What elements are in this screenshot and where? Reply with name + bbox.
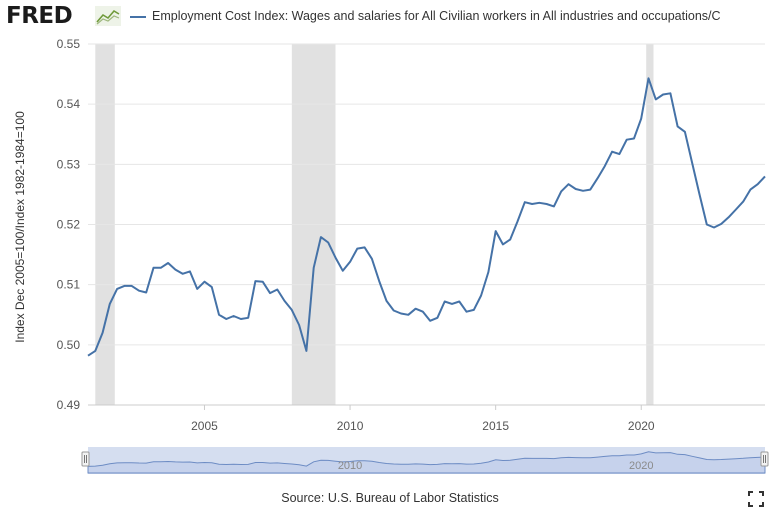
y-tick-label: 0.49 [57,398,81,412]
y-axis-label: Index Dec 2005=100/Index 1982-1984=100 [13,111,27,343]
y-tick-label: 0.50 [57,338,81,352]
legend-series-swatch [130,16,146,18]
fullscreen-icon[interactable] [748,491,764,507]
y-tick-label: 0.54 [57,97,81,111]
x-tick-label: 2020 [628,419,655,433]
y-tick-label: 0.51 [57,278,81,292]
navigator-label: 2010 [338,460,362,472]
line-chart: 0.490.500.510.520.530.540.55 2005 2010 201… [13,37,769,474]
chart-header: FRED Employment Cost Index: Wages and sa… [0,0,780,34]
legend-series-title[interactable]: Employment Cost Index: Wages and salarie… [152,9,721,23]
x-tick-label: 2005 [191,419,218,433]
navigator-right-handle[interactable] [760,451,769,467]
navigator-labels: 2010 2020 [338,460,654,472]
x-axis-tick-labels: 2005 2010 2015 2020 [191,405,655,433]
navigator-left-handle[interactable] [81,451,90,467]
gridlines [88,43,765,406]
trend-line-icon [95,6,121,26]
series-line[interactable] [87,77,766,357]
x-tick-label: 2010 [337,419,364,433]
fred-logo[interactable]: FRED [6,3,73,29]
navigator-series-area [87,451,766,474]
source-note: Source: U.S. Bureau of Labor Statistics [281,491,499,505]
navigator-label: 2020 [629,460,653,472]
y-axis-tick-labels: 0.49 0.50 0.51 0.52 0.53 0.54 0.55 [57,37,81,412]
y-tick-label: 0.52 [57,218,81,232]
y-tick-label: 0.53 [57,157,81,171]
y-tick-label: 0.55 [57,37,81,51]
range-navigator[interactable]: 2010 2020 [81,447,769,474]
x-tick-label: 2015 [482,419,509,433]
